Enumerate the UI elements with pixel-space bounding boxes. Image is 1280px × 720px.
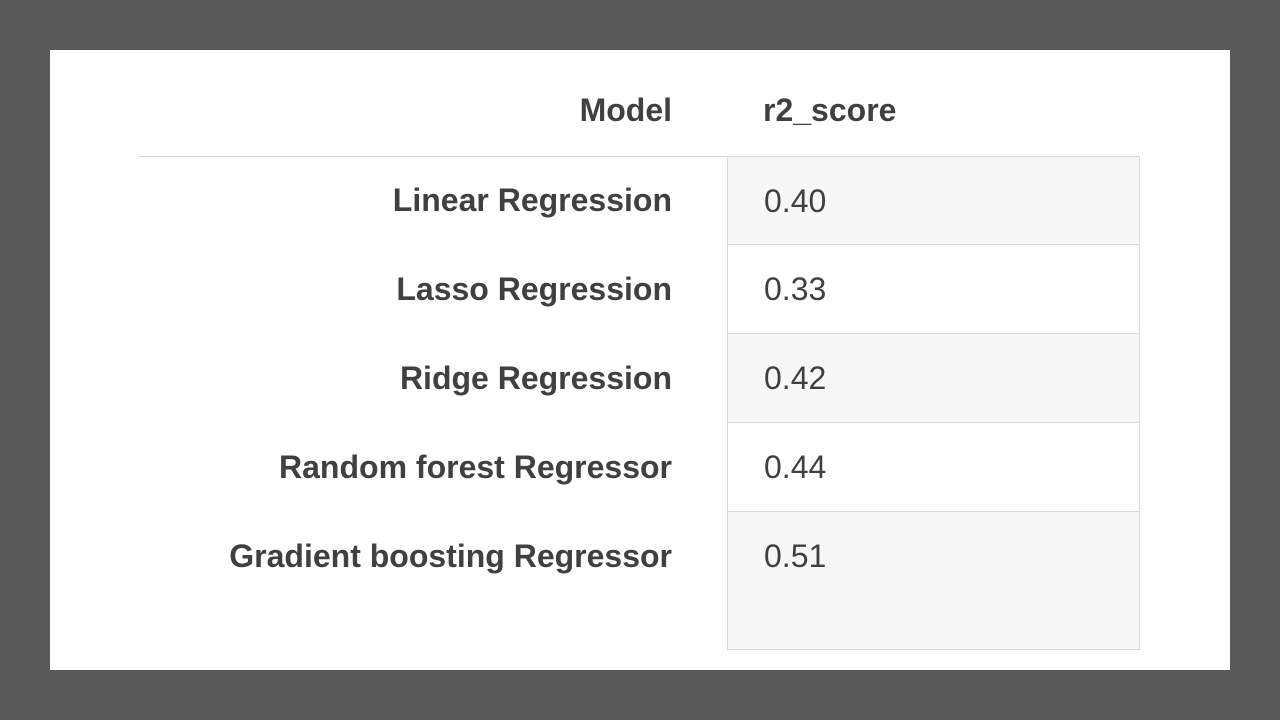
model-name-cell: Gradient boosting Regressor [229, 538, 672, 574]
slide: Model r2_score Linear Regression 0.40 La… [50, 50, 1230, 670]
score-value: 0.42 [764, 360, 827, 396]
column-header-model: Model [579, 92, 672, 128]
score-value: 0.51 [764, 538, 827, 574]
score-cell: 0.51 [727, 512, 1140, 650]
results-table: Linear Regression 0.40 Lasso Regression … [50, 156, 1230, 650]
table-row: Random forest Regressor 0.44 [50, 423, 1230, 512]
score-value: 0.33 [764, 271, 827, 307]
table-row: Lasso Regression 0.33 [50, 245, 1230, 334]
column-header-r2-score: r2_score [763, 92, 897, 128]
model-name-cell: Lasso Regression [396, 271, 672, 307]
score-value: 0.44 [764, 449, 827, 485]
score-cell: 0.42 [727, 334, 1140, 423]
score-value: 0.40 [764, 183, 827, 219]
score-cell: 0.40 [727, 156, 1140, 245]
table-row: Ridge Regression 0.42 [50, 334, 1230, 423]
model-name-cell: Random forest Regressor [279, 449, 672, 485]
table-row: Linear Regression 0.40 [50, 156, 1230, 245]
header-divider [138, 156, 727, 157]
model-name-cell: Ridge Regression [399, 360, 672, 396]
score-cell: 0.44 [727, 423, 1140, 512]
table-row: Gradient boosting Regressor 0.51 [50, 512, 1230, 650]
model-name-cell: Linear Regression [392, 182, 672, 218]
score-cell: 0.33 [727, 245, 1140, 334]
